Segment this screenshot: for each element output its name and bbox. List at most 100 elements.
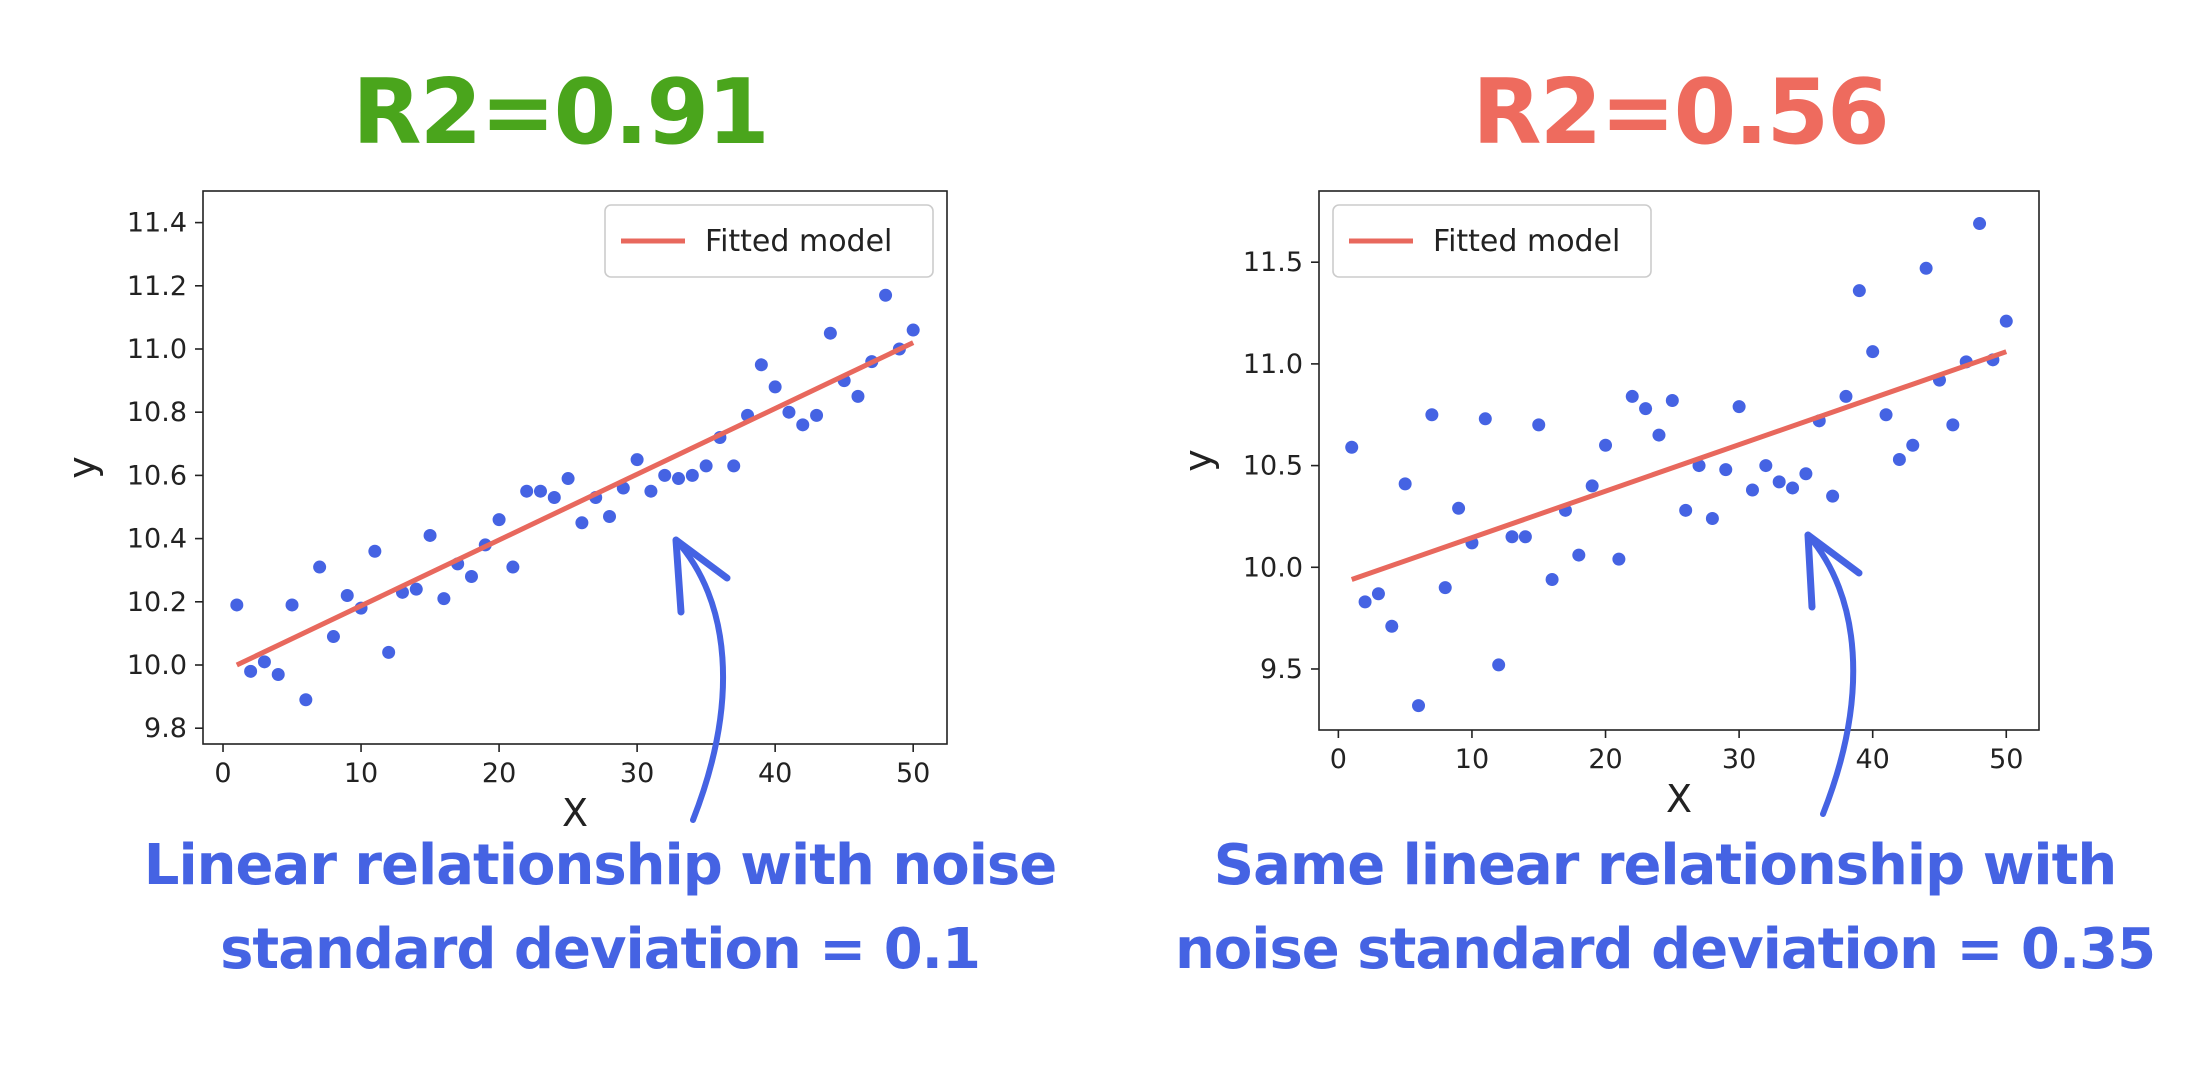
data-point xyxy=(727,459,741,473)
x-tick-label: 10 xyxy=(344,758,378,789)
y-tick-label: 10.6 xyxy=(127,460,187,491)
data-point xyxy=(1892,452,1906,466)
data-point xyxy=(285,598,299,612)
data-point xyxy=(1572,548,1586,562)
y-tick-label: 10.0 xyxy=(1243,552,1303,583)
data-point xyxy=(382,645,396,659)
data-point xyxy=(1639,402,1653,416)
caption-left-line1: Linear relationship with noise xyxy=(143,833,1057,898)
x-tick-label: 50 xyxy=(896,758,930,789)
data-point xyxy=(823,326,837,340)
x-tick-label: 20 xyxy=(482,758,516,789)
y-tick-label: 11.5 xyxy=(1243,247,1303,278)
caption-right-line2: noise standard deviation = 0.35 xyxy=(1174,917,2156,982)
data-point xyxy=(533,484,547,498)
arrow-left xyxy=(672,536,731,823)
y-tick-label: 11.2 xyxy=(127,271,187,302)
caption-right: Same linear relationship with noise stan… xyxy=(1140,824,2190,992)
data-point xyxy=(1505,530,1519,544)
data-point xyxy=(658,468,672,482)
legend-box xyxy=(604,204,934,278)
data-point xyxy=(851,389,865,403)
data-point xyxy=(561,472,575,486)
data-point xyxy=(437,592,451,606)
y-tick-label: 11.0 xyxy=(127,334,187,365)
arrow-right-head xyxy=(1804,531,1863,611)
data-point xyxy=(1759,459,1773,473)
data-point xyxy=(1799,467,1813,481)
caption-left: Linear relationship with noise standard … xyxy=(100,824,1100,992)
y-tick-label: 10.5 xyxy=(1243,451,1303,482)
y-axis-label: y xyxy=(60,456,104,479)
x-tick-label: 0 xyxy=(214,758,231,789)
data-point xyxy=(1371,587,1385,601)
data-point xyxy=(1452,501,1466,515)
data-point xyxy=(575,516,589,530)
data-point xyxy=(630,453,644,467)
data-point xyxy=(1625,389,1639,403)
data-point xyxy=(1492,658,1506,672)
data-point xyxy=(796,418,810,432)
data-point xyxy=(782,405,796,419)
caption-left-line2: standard deviation = 0.1 xyxy=(220,917,981,982)
data-point xyxy=(313,560,327,574)
data-point xyxy=(547,491,561,505)
y-tick-label: 10.0 xyxy=(127,650,187,681)
plot-frame xyxy=(202,190,948,745)
data-point xyxy=(685,468,699,482)
data-point xyxy=(699,459,713,473)
y-tick-label: 10.2 xyxy=(127,587,187,618)
data-point xyxy=(1772,475,1786,489)
data-point xyxy=(754,358,768,372)
fitted-line xyxy=(1350,349,2008,582)
x-tick-label: 30 xyxy=(1722,744,1756,775)
data-point xyxy=(644,484,658,498)
data-point xyxy=(1412,699,1426,713)
arrow-left-head xyxy=(672,536,731,616)
data-point xyxy=(1906,438,1920,452)
data-point xyxy=(423,528,437,542)
data-point xyxy=(1999,314,2013,328)
data-point xyxy=(244,664,258,678)
r2-score-right: R2=0.56 xyxy=(1472,60,1889,165)
x-tick-label: 30 xyxy=(620,758,654,789)
data-point xyxy=(464,570,478,584)
plot-frame xyxy=(1318,190,2040,731)
data-point xyxy=(1745,483,1759,497)
x-tick-label: 10 xyxy=(1455,744,1489,775)
data-point xyxy=(603,509,617,523)
data-point xyxy=(271,667,285,681)
data-point xyxy=(1946,418,1960,432)
data-point xyxy=(1478,412,1492,426)
x-tick-label: 50 xyxy=(1989,744,2023,775)
y-tick-label: 11.4 xyxy=(127,208,187,239)
data-point xyxy=(1826,489,1840,503)
data-point xyxy=(257,655,271,669)
x-tick-label: 20 xyxy=(1588,744,1622,775)
arrow-right-shaft xyxy=(1805,532,1857,817)
data-point xyxy=(1425,408,1439,422)
data-point xyxy=(1973,217,1987,231)
data-point xyxy=(520,484,534,498)
data-point xyxy=(1732,400,1746,414)
data-point xyxy=(1665,393,1679,407)
y-tick-label: 11.0 xyxy=(1243,349,1303,380)
data-point xyxy=(1385,619,1399,633)
data-point xyxy=(230,598,244,612)
caption-right-line1: Same linear relationship with xyxy=(1213,833,2118,898)
legend-box xyxy=(1332,204,1652,278)
data-point xyxy=(1919,261,1933,275)
data-point xyxy=(1852,284,1866,298)
y-tick-label: 10.8 xyxy=(127,397,187,428)
data-point xyxy=(810,408,824,422)
data-point xyxy=(1705,511,1719,525)
x-tick-label: 0 xyxy=(1330,744,1347,775)
data-point xyxy=(409,582,423,596)
data-point xyxy=(1532,418,1546,432)
legend-label: Fitted model xyxy=(1433,224,1620,259)
data-point xyxy=(1652,428,1666,442)
data-point xyxy=(326,630,340,644)
data-point xyxy=(672,472,686,486)
arrow-right xyxy=(1804,531,1863,817)
arrow-left-shaft xyxy=(673,537,727,823)
